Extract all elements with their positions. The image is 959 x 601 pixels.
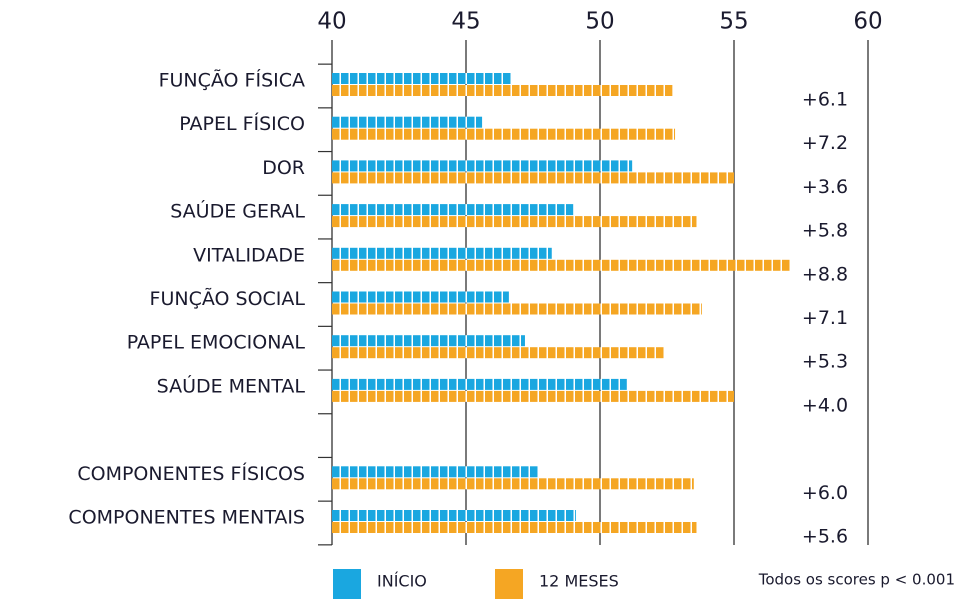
difference-label: +6.1 bbox=[802, 89, 848, 111]
difference-label: +6.0 bbox=[802, 482, 848, 504]
bar bbox=[332, 85, 673, 96]
bar bbox=[332, 116, 483, 128]
category-label: VITALIDADE bbox=[193, 244, 305, 266]
bar bbox=[332, 390, 734, 402]
difference-label: +7.2 bbox=[802, 132, 848, 154]
bar bbox=[332, 378, 627, 390]
difference-label: +8.8 bbox=[802, 263, 848, 285]
category-label: SAÚDE MENTAL bbox=[157, 373, 306, 397]
bar bbox=[332, 522, 697, 533]
category-label: COMPONENTES MENTAIS bbox=[68, 507, 305, 529]
difference-label: +3.6 bbox=[802, 176, 848, 198]
x-tick-label: 50 bbox=[585, 9, 614, 35]
x-tick-label: 40 bbox=[317, 9, 346, 35]
category-label: FUNÇÃO FÍSICA bbox=[159, 69, 305, 92]
bar bbox=[332, 510, 576, 521]
x-tick-label: 45 bbox=[451, 9, 480, 35]
category-label: FUNÇÃO SOCIAL bbox=[150, 287, 306, 310]
bar bbox=[332, 216, 697, 228]
x-tick-label: 60 bbox=[853, 9, 882, 35]
category-label: DOR bbox=[262, 157, 305, 179]
bar bbox=[332, 291, 509, 303]
legend-swatch bbox=[495, 569, 523, 599]
category-label: COMPONENTES FÍSICOS bbox=[77, 462, 305, 485]
bar bbox=[332, 478, 694, 490]
bar bbox=[332, 172, 734, 184]
bar bbox=[332, 128, 676, 140]
bar bbox=[332, 73, 512, 84]
legend-label: INÍCIO bbox=[377, 572, 427, 591]
category-label: PAPEL FÍSICO bbox=[179, 112, 305, 135]
bar bbox=[332, 204, 574, 216]
bar bbox=[332, 247, 552, 259]
category-label: PAPEL EMOCIONAL bbox=[127, 332, 306, 354]
bar bbox=[332, 160, 633, 172]
difference-label: +4.0 bbox=[802, 394, 848, 416]
x-tick-label: 55 bbox=[719, 9, 748, 35]
legend-label: 12 MESES bbox=[539, 572, 619, 591]
difference-label: +5.6 bbox=[802, 526, 848, 548]
difference-label: +5.8 bbox=[802, 220, 848, 242]
bar bbox=[332, 335, 525, 347]
difference-label: +5.3 bbox=[802, 351, 848, 373]
category-label: SAÚDE GERAL bbox=[170, 199, 305, 223]
bar bbox=[332, 303, 702, 315]
difference-label: +7.1 bbox=[802, 307, 848, 329]
bar bbox=[332, 466, 539, 478]
footnote: Todos os scores p < 0.001 bbox=[758, 571, 955, 589]
bar bbox=[332, 259, 791, 271]
legend-swatch bbox=[333, 569, 361, 599]
bar bbox=[332, 347, 665, 359]
